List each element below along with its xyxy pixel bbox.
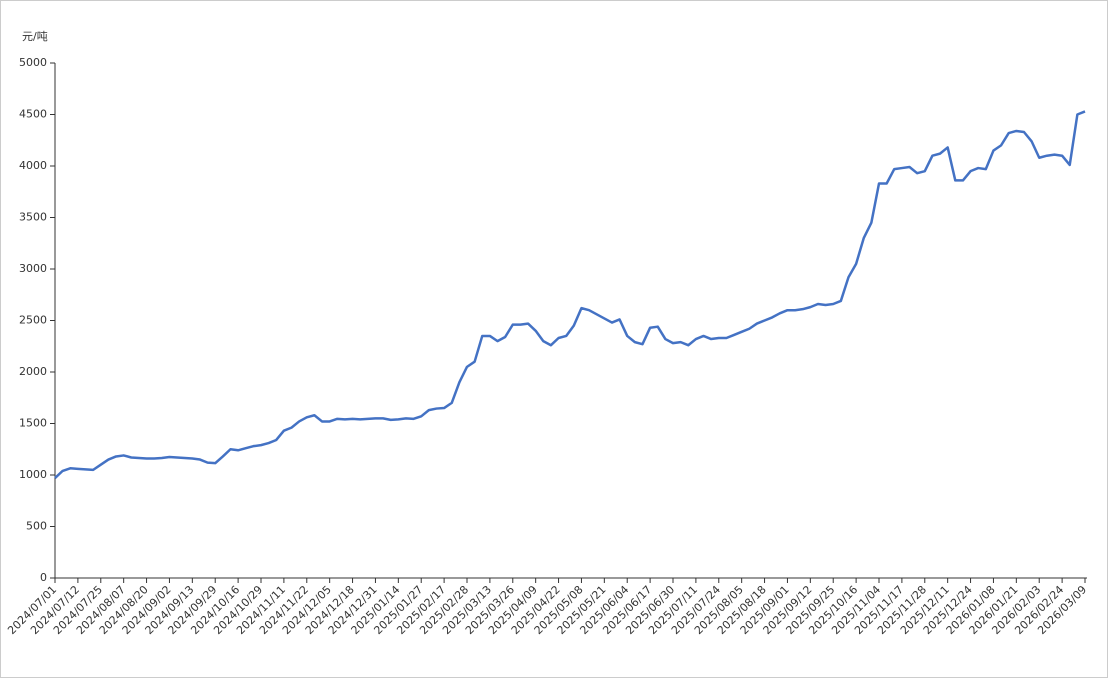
y-tick-label: 3000 — [19, 262, 47, 275]
y-tick-label: 2500 — [19, 314, 47, 327]
price-line — [54, 110, 1086, 479]
y-tick-label: 5000 — [19, 56, 47, 69]
y-tick-label: 500 — [26, 520, 47, 533]
y-axis-label: 元/吨 — [22, 30, 48, 43]
y-tick-label: 4500 — [19, 108, 47, 121]
y-tick-label: 1000 — [19, 468, 47, 481]
y-tick-label: 4000 — [19, 159, 47, 172]
y-tick-label: 2000 — [19, 365, 47, 378]
y-tick-label: 0 — [40, 571, 47, 584]
y-tick-label: 3500 — [19, 211, 47, 224]
y-tick-label: 1500 — [19, 417, 47, 430]
